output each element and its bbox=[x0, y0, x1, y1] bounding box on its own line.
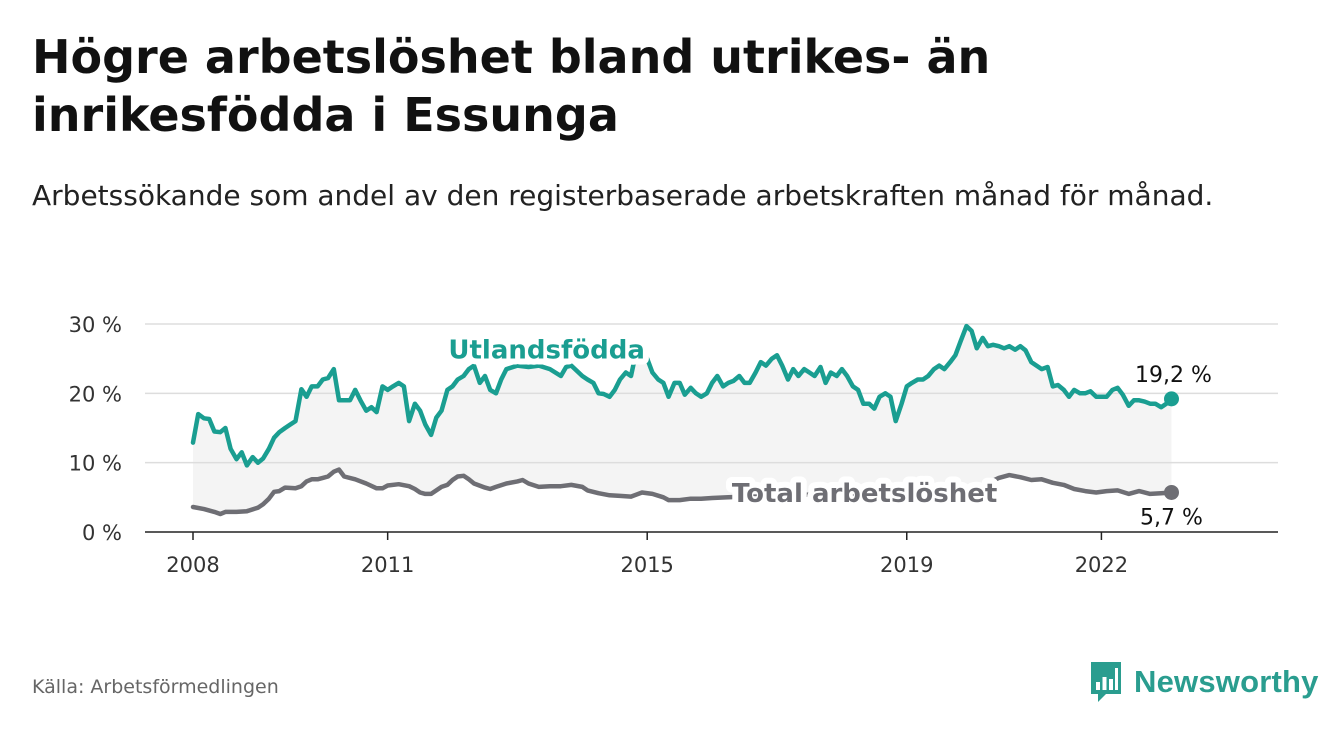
page-title: Högre arbetslöshet bland utrikes- än inr… bbox=[32, 30, 991, 142]
y-tick-label: 20 % bbox=[69, 382, 122, 406]
newsworthy-logo-icon bbox=[1091, 662, 1121, 702]
x-tick-label: 2008 bbox=[166, 553, 219, 577]
end-value-label: 19,2 % bbox=[1135, 363, 1212, 388]
x-tick-label: 2015 bbox=[620, 553, 673, 577]
chart-subtitle: Arbetssökande som andel av den registerb… bbox=[32, 179, 1214, 212]
series-label: Utlandsfödda bbox=[448, 336, 645, 366]
y-tick-label: 0 % bbox=[82, 521, 122, 545]
x-tick-label: 2019 bbox=[880, 553, 933, 577]
series-label-halo: Total arbetslöshet bbox=[732, 479, 997, 509]
x-tick-label: 2022 bbox=[1075, 553, 1128, 577]
brand-logo[interactable]: Newsworthy bbox=[1088, 660, 1319, 704]
series-line bbox=[190, 323, 1174, 468]
line-chart: 0 % 10 % 20 % 30 % 2008 2011 2015 2019 2022 Utl… bbox=[69, 313, 1278, 577]
series-line bbox=[190, 467, 1174, 517]
source-note: Källa: Arbetsförmedlingen bbox=[32, 676, 279, 698]
series-label-halo: Utlandsfödda bbox=[448, 336, 645, 366]
series-endpoint bbox=[1163, 484, 1179, 500]
y-tick-label: 10 % bbox=[69, 452, 122, 476]
brand-name: Newsworthy bbox=[1134, 664, 1319, 699]
x-tick-label: 2011 bbox=[361, 553, 414, 577]
end-value-label: 5,7 % bbox=[1140, 505, 1203, 530]
series-endpoint bbox=[1163, 391, 1179, 407]
series-label: Total arbetslöshet bbox=[732, 479, 997, 509]
range-band bbox=[193, 326, 1172, 514]
y-tick-label: 30 % bbox=[69, 313, 122, 337]
